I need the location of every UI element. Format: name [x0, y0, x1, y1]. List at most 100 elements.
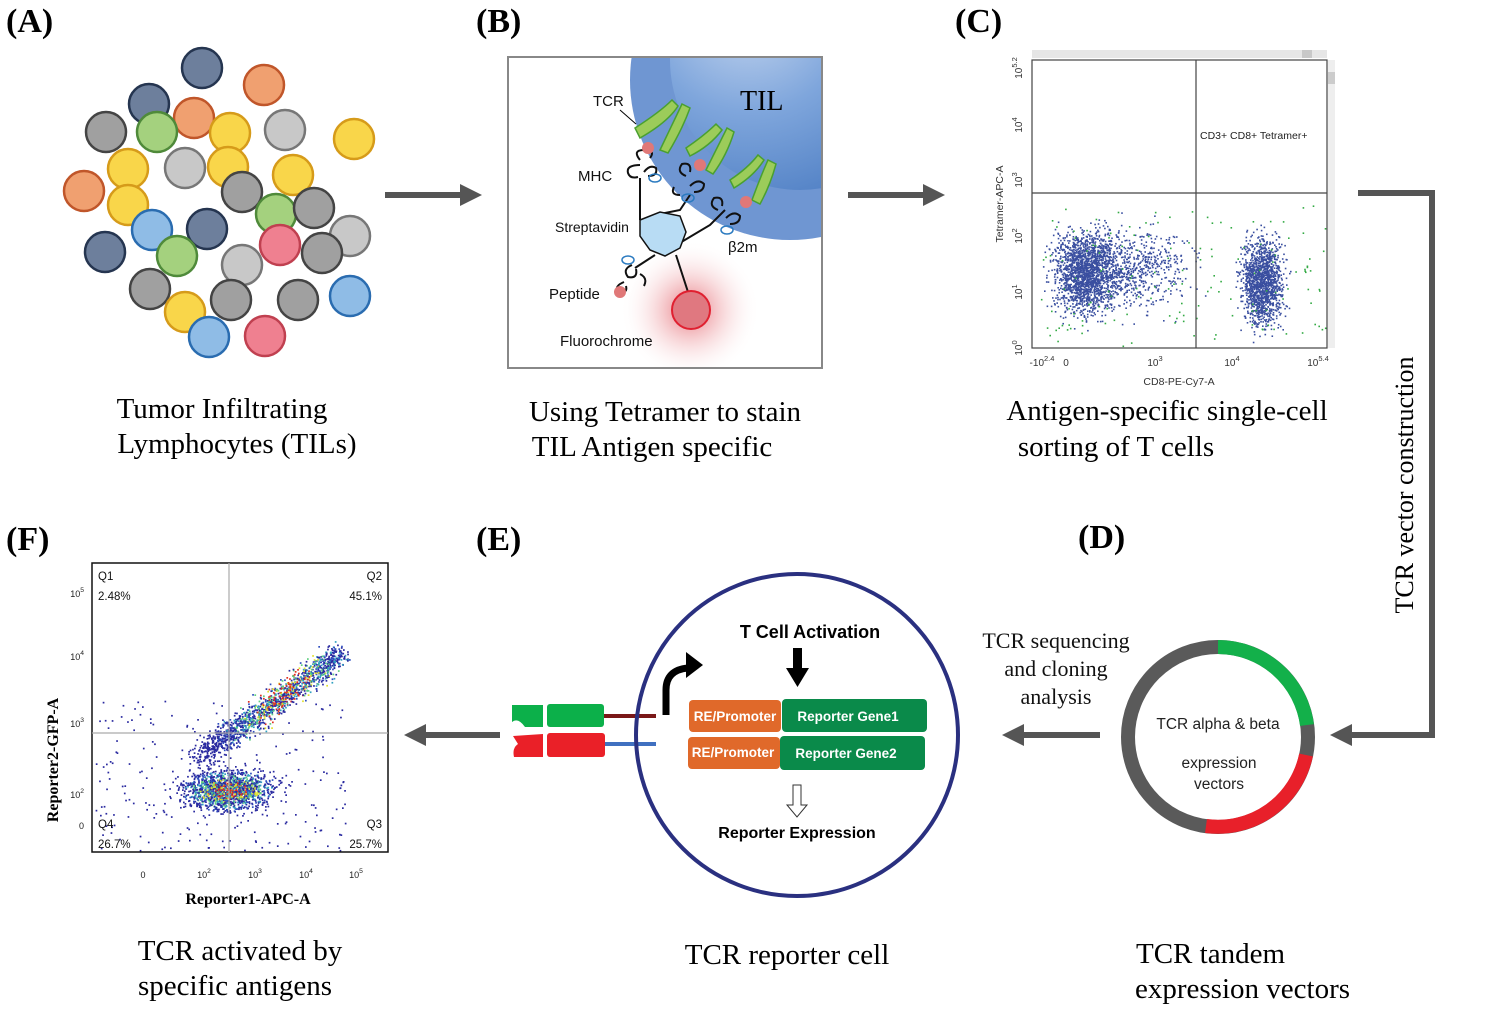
horizontal-scrollbar[interactable]: [1032, 50, 1327, 58]
tick-label: 103: [1147, 354, 1162, 369]
scatter-point: [1257, 323, 1260, 326]
scatter-point: [1092, 269, 1094, 271]
scatter-point: [1101, 238, 1103, 241]
scatter-point: [1258, 305, 1261, 307]
scatter-point: [1108, 290, 1110, 293]
scatter-point: [1084, 254, 1086, 256]
scatter-point: [1118, 245, 1121, 248]
scatter-point: [1076, 295, 1079, 297]
scatter-point: [1140, 277, 1143, 279]
scatter-point: [1088, 271, 1090, 274]
scatter-point: [1250, 283, 1253, 286]
scatter-point: [207, 768, 210, 770]
lymphocyte-cell: [292, 186, 336, 230]
scatter-point: [1275, 280, 1277, 283]
scatter-point: [1086, 313, 1089, 316]
scatter-point: [1250, 270, 1253, 272]
scatter-point: [1088, 248, 1090, 250]
scatter-point: [1127, 247, 1129, 249]
scatter-point: [1119, 305, 1121, 307]
scatter-point: [1282, 329, 1284, 331]
scatter-point: [247, 785, 250, 787]
scatter-point: [1064, 311, 1066, 314]
scatter-point: [1281, 301, 1284, 304]
scatter-point: [1140, 239, 1143, 241]
scatter-point: [1265, 259, 1267, 262]
scatter-point: [1087, 278, 1089, 280]
scatter-point: [1258, 299, 1260, 301]
scatter-point: [203, 794, 206, 797]
scatter-point: [1114, 286, 1116, 288]
scatter-point: [1272, 275, 1275, 277]
scatter-point: [1092, 309, 1094, 312]
scatter-point: [1268, 257, 1271, 259]
scatter-point: [1246, 229, 1249, 232]
scatter-point: [1078, 282, 1081, 285]
scatter-point: [1132, 271, 1135, 274]
scatter-point: [1278, 287, 1280, 290]
scatter-point: [1101, 291, 1104, 294]
scatter-point: [238, 808, 240, 811]
scatter-point: [1074, 260, 1076, 262]
scatter-point: [1246, 289, 1249, 292]
scatter-point: [1274, 250, 1277, 253]
scatter-point: [1141, 235, 1143, 238]
scatter-point: [1094, 307, 1097, 309]
scatter-point: [1133, 323, 1135, 325]
scatter-point: [1111, 295, 1114, 298]
scatter-point: [1251, 255, 1253, 257]
scatter-point: [1086, 279, 1088, 282]
scatter-point: [1105, 275, 1107, 278]
scatter-point: [1141, 259, 1144, 262]
scatter-point: [1105, 276, 1107, 279]
scatter-point: [1257, 264, 1260, 267]
scatter-point: [1246, 298, 1248, 300]
scatter-point: [1065, 254, 1067, 257]
scatter-point: [222, 790, 224, 793]
scatter-point: [189, 803, 192, 806]
scatter-point: [1135, 285, 1137, 287]
scatter-point: [1274, 262, 1277, 265]
scatter-point: [221, 789, 224, 791]
scatter-point: [202, 815, 205, 817]
scatter-point: [1263, 266, 1266, 269]
scatter-point: [1116, 250, 1119, 253]
scatter-point: [177, 789, 180, 791]
scatter-point: [1127, 279, 1130, 281]
scatter-point: [1249, 275, 1252, 278]
scatter-point: [1191, 247, 1194, 249]
scatter-point: [1253, 288, 1256, 291]
scatter-point: [1086, 316, 1089, 318]
scatter-point: [1118, 276, 1121, 278]
scatter-point: [1255, 282, 1258, 284]
scatter-point: [267, 786, 270, 789]
scatter-point: [1094, 254, 1096, 257]
gene-label-2: Reporter Gene2: [795, 746, 896, 761]
scatter-point: [1066, 267, 1069, 270]
scatter-point: [1087, 241, 1089, 243]
scatter-point: [1103, 298, 1105, 300]
scatter-point: [1126, 250, 1129, 252]
scatter-point: [1051, 220, 1054, 222]
scatter-point: [1061, 242, 1064, 244]
lymphocyte-cell: [276, 278, 320, 322]
scatter-point: [1097, 238, 1099, 240]
scatter-point: [1067, 268, 1070, 271]
scatter-point: [1073, 230, 1075, 232]
scatter-point: [1250, 307, 1253, 309]
scatter-point: [1072, 259, 1075, 261]
vertical-scrollbar[interactable]: [1328, 60, 1335, 348]
scatter-point: [1095, 235, 1098, 237]
scatter-point: [1084, 293, 1087, 296]
scatter-point: [1071, 296, 1074, 299]
scatter-point: [1258, 249, 1261, 252]
scatter-point: [1245, 262, 1248, 264]
scatter-point: [1251, 246, 1253, 248]
scatter-point: [1065, 289, 1068, 291]
scatter-point: [1095, 281, 1097, 284]
scatter-point: [1081, 295, 1083, 298]
scatter-point: [1080, 293, 1082, 296]
scatter-point: [1111, 274, 1114, 276]
scatter-point: [263, 792, 266, 794]
scatter-point: [1261, 300, 1264, 302]
